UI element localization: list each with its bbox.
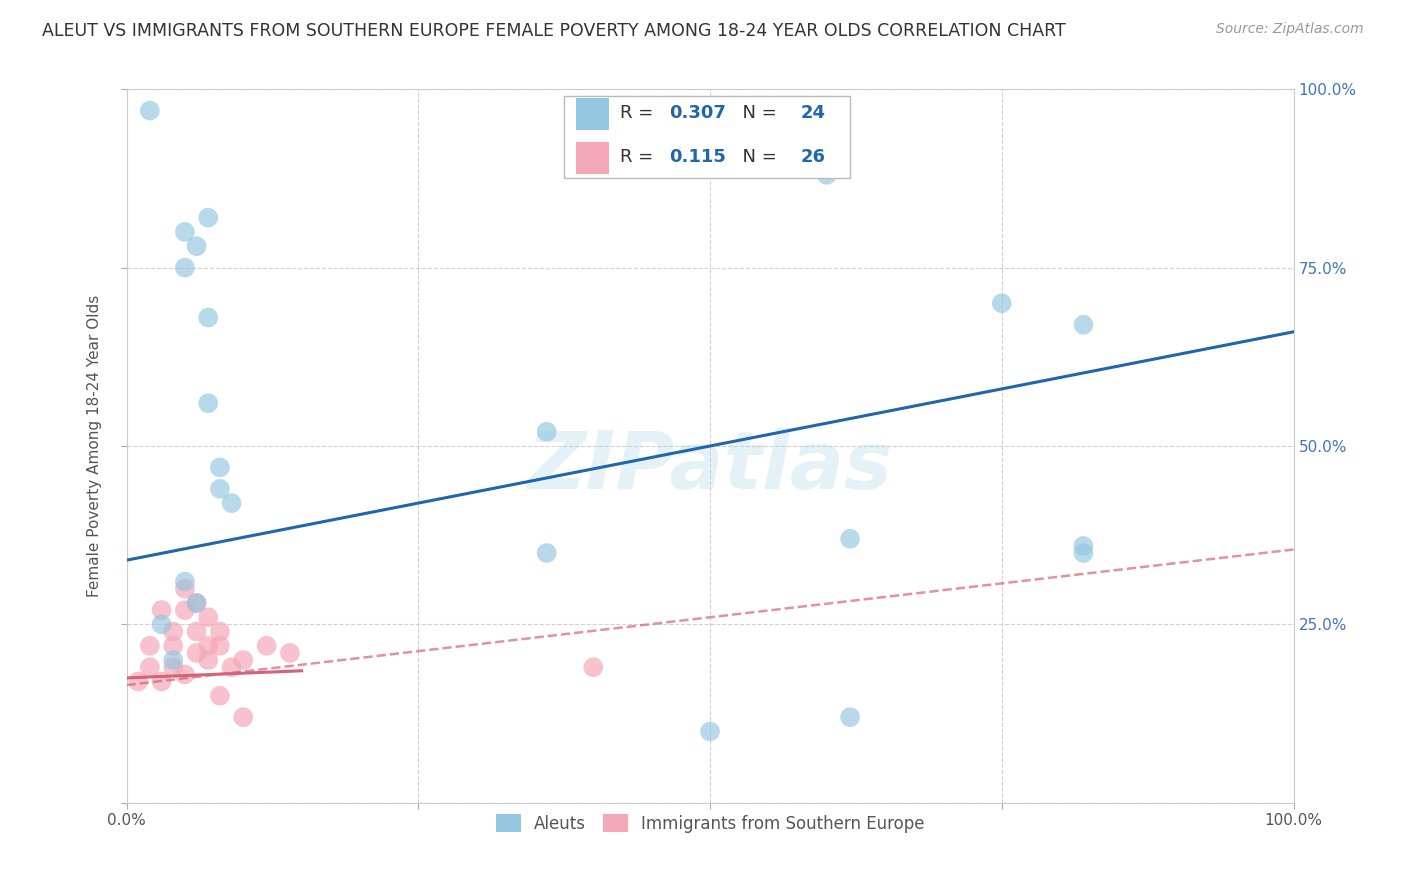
Point — [815, 168, 838, 182]
Point — [186, 624, 208, 639]
Point — [150, 603, 173, 617]
Point — [256, 639, 278, 653]
Point — [186, 596, 208, 610]
Text: ALEUT VS IMMIGRANTS FROM SOUTHERN EUROPE FEMALE POVERTY AMONG 18-24 YEAR OLDS CO: ALEUT VS IMMIGRANTS FROM SOUTHERN EUROPE… — [42, 22, 1066, 40]
Point — [174, 582, 197, 596]
Point — [208, 689, 231, 703]
Point — [174, 603, 197, 617]
Point — [139, 639, 162, 653]
Point — [197, 610, 219, 624]
Point — [990, 296, 1012, 310]
Point — [186, 596, 208, 610]
Point — [186, 239, 208, 253]
Point — [174, 260, 197, 275]
Point — [139, 103, 162, 118]
Point — [536, 425, 558, 439]
Point — [221, 496, 243, 510]
Point — [278, 646, 301, 660]
Point — [162, 653, 184, 667]
Point — [1073, 546, 1095, 560]
Point — [839, 532, 862, 546]
Point — [197, 653, 219, 667]
Text: R =: R = — [620, 103, 659, 121]
Point — [208, 460, 231, 475]
Point — [221, 660, 243, 674]
Point — [150, 674, 173, 689]
Point — [174, 225, 197, 239]
Point — [839, 710, 862, 724]
Text: Source: ZipAtlas.com: Source: ZipAtlas.com — [1216, 22, 1364, 37]
Text: R =: R = — [620, 148, 665, 166]
FancyBboxPatch shape — [576, 142, 609, 174]
Point — [1073, 539, 1095, 553]
Point — [232, 710, 254, 724]
Point — [162, 624, 184, 639]
Text: ZIPatlas: ZIPatlas — [527, 428, 893, 507]
FancyBboxPatch shape — [576, 98, 609, 130]
Point — [1073, 318, 1095, 332]
Point — [127, 674, 149, 689]
Point — [232, 653, 254, 667]
Point — [582, 660, 605, 674]
Point — [174, 574, 197, 589]
Point — [197, 639, 219, 653]
Text: N =: N = — [731, 148, 783, 166]
Point — [174, 667, 197, 681]
Point — [536, 546, 558, 560]
Point — [197, 310, 219, 325]
Point — [208, 624, 231, 639]
Point — [699, 724, 721, 739]
Point — [162, 660, 184, 674]
Text: 0.115: 0.115 — [669, 148, 725, 166]
Point — [208, 482, 231, 496]
Point — [139, 660, 162, 674]
Y-axis label: Female Poverty Among 18-24 Year Olds: Female Poverty Among 18-24 Year Olds — [87, 295, 103, 597]
Legend: Aleuts, Immigrants from Southern Europe: Aleuts, Immigrants from Southern Europe — [488, 805, 932, 841]
Text: 24: 24 — [801, 103, 827, 121]
Text: N =: N = — [731, 103, 783, 121]
Text: 0.307: 0.307 — [669, 103, 725, 121]
FancyBboxPatch shape — [564, 96, 851, 178]
Text: 26: 26 — [801, 148, 827, 166]
Point — [197, 211, 219, 225]
Point — [197, 396, 219, 410]
Point — [162, 639, 184, 653]
Point — [208, 639, 231, 653]
Point — [186, 646, 208, 660]
Point — [150, 617, 173, 632]
